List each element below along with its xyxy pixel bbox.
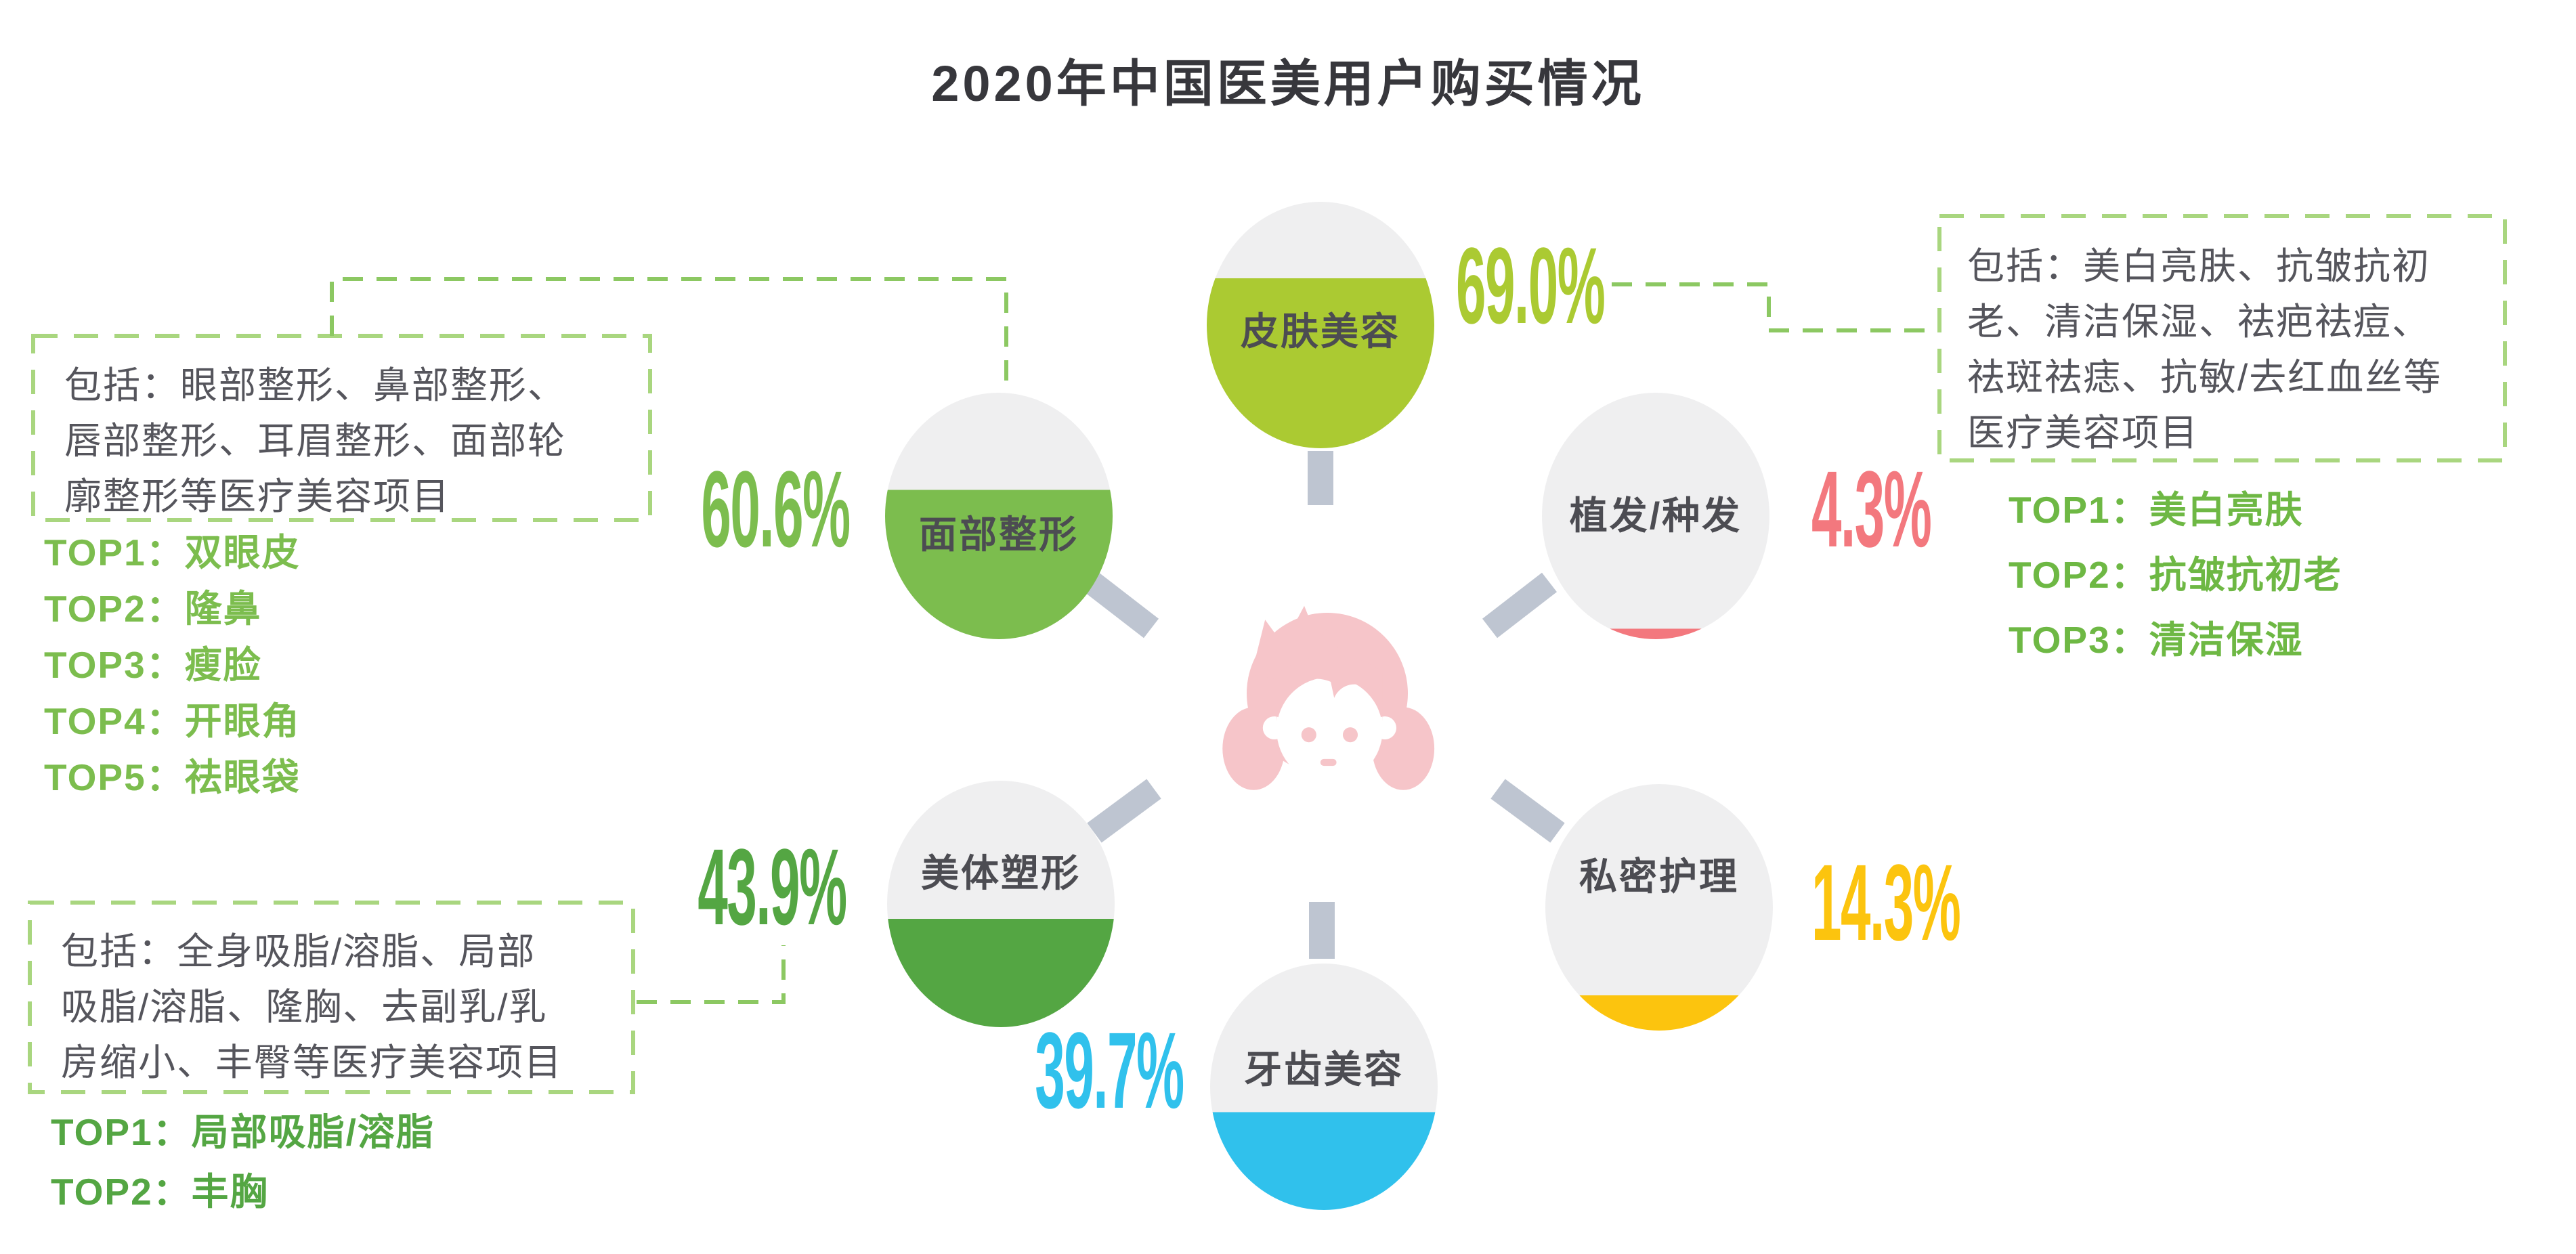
percent-skin-beauty: 69.0% bbox=[1456, 225, 1606, 346]
bubble-label: 面部整形 bbox=[919, 513, 1079, 556]
bubble-label: 私密护理 bbox=[1579, 855, 1739, 898]
top-item: TOP2：隆鼻 bbox=[44, 588, 262, 630]
percent-hair-transplant: 4.3% bbox=[1811, 448, 1932, 569]
body-note-text: 包括：全身吸脂/溶脂、局部 吸脂/溶脂、隆胸、去副乳/乳 房缩小、丰臀等医疗美容… bbox=[61, 930, 563, 1083]
top-list-facial-plastic: TOP1：双眼皮 TOP2：隆鼻 TOP3：瘦脸 TOP4：开眼角 TOP5：祛眼袋 bbox=[44, 525, 301, 806]
skin-note-text: 包括：美白亮肤、抗皱抗初 老、清洁保湿、祛疤祛痘、 祛斑祛痣、抗敏/去红血丝等 … bbox=[1967, 245, 2443, 454]
top-item: TOP1：局部吸脂/溶脂 bbox=[51, 1111, 435, 1153]
skin-note-connector bbox=[1612, 282, 1937, 332]
female-avatar-icon bbox=[1222, 605, 1435, 790]
top-item: TOP4：开眼角 bbox=[44, 700, 301, 742]
bubble-body-shaping: 美体塑形 bbox=[887, 781, 1115, 1027]
percent-body-shaping: 43.9% bbox=[697, 826, 848, 947]
percent-teeth-beauty: 39.7% bbox=[1035, 1010, 1185, 1131]
spoke-private bbox=[1490, 779, 1565, 843]
top-item: TOP2：抗皱抗初老 bbox=[2009, 554, 2342, 596]
bubble-skin-beauty: 皮肤美容 bbox=[1207, 202, 1434, 448]
bubble-teeth-beauty: 牙齿美容 bbox=[1210, 964, 1438, 1210]
top-item: TOP3：清洁保湿 bbox=[2009, 619, 2304, 661]
top-list-skin-beauty: TOP1：美白亮肤 TOP2：抗皱抗初老 TOP3：清洁保湿 bbox=[2009, 477, 2342, 672]
top-item: TOP3：瘦脸 bbox=[44, 644, 262, 686]
bubble-label: 植发/种发 bbox=[1569, 494, 1742, 537]
percent-facial-plastic: 60.6% bbox=[701, 448, 851, 569]
top-item: TOP1：美白亮肤 bbox=[2009, 489, 2304, 531]
face-note-text: 包括：眼部整形、鼻部整形、 唇部整形、耳眉整形、面部轮 廓整形等医疗美容项目 bbox=[64, 364, 567, 517]
top-item: TOP2：丰胸 bbox=[51, 1171, 269, 1213]
bubble-label: 美体塑形 bbox=[921, 852, 1081, 894]
page-title: 2020年中国医美用户购买情况 bbox=[931, 56, 1645, 112]
percent-private-care: 14.3% bbox=[1811, 842, 1961, 963]
bubble-facial-plastic: 面部整形 bbox=[885, 393, 1113, 639]
bubble-hair-transplant: 植发/种发 bbox=[1542, 393, 1769, 639]
spoke-hair bbox=[1482, 572, 1558, 639]
body-note-connector bbox=[637, 945, 786, 1004]
bubble-label: 牙齿美容 bbox=[1244, 1048, 1404, 1091]
bubble-label: 皮肤美容 bbox=[1241, 310, 1400, 353]
spoke-face bbox=[1083, 572, 1159, 639]
spoke-body bbox=[1087, 779, 1161, 843]
bubble-private-care: 私密护理 bbox=[1545, 784, 1773, 1031]
top-item: TOP5：祛眼袋 bbox=[44, 756, 301, 798]
top-list-body-shaping: TOP1：局部吸脂/溶脂 TOP2：丰胸 bbox=[51, 1102, 435, 1221]
top-item: TOP1：双眼皮 bbox=[44, 532, 301, 574]
